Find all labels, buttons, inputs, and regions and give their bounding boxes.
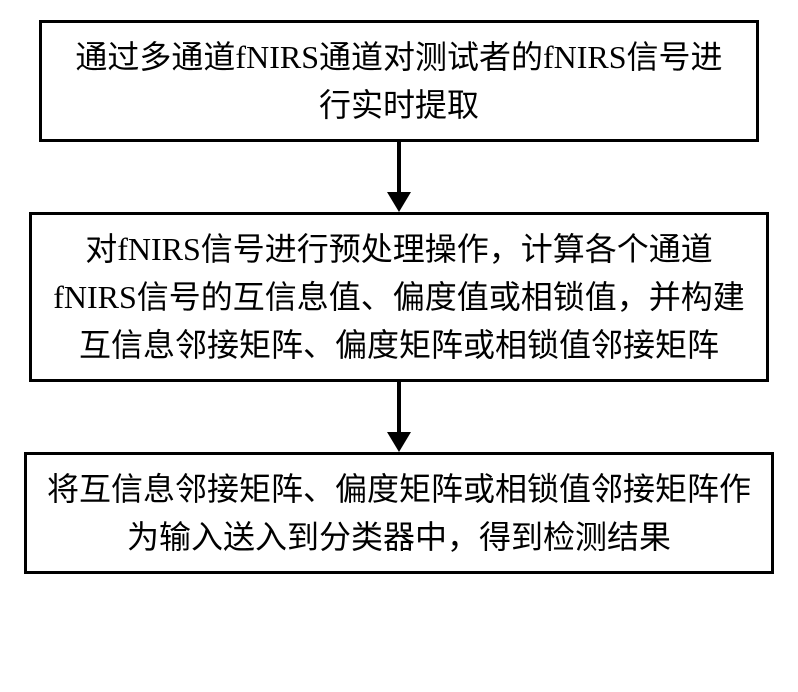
flow-arrow-1 [387,142,411,212]
flow-node-step2: 对fNIRS信号进行预处理操作，计算各个通道fNIRS信号的互信息值、偏度值或相… [29,212,769,382]
node-text: 对fNIRS信号进行预处理操作，计算各个通道fNIRS信号的互信息值、偏度值或相… [53,231,745,363]
node-text: 通过多通道fNIRS通道对测试者的fNIRS信号进行实时提取 [75,39,722,123]
flow-arrow-2 [387,382,411,452]
arrow-line [397,142,401,192]
arrow-line [397,382,401,432]
arrow-head-icon [387,432,411,452]
flow-node-step3: 将互信息邻接矩阵、偏度矩阵或相锁值邻接矩阵作为输入送入到分类器中，得到检测结果 [24,452,774,574]
arrow-head-icon [387,192,411,212]
flowchart-container: 通过多通道fNIRS通道对测试者的fNIRS信号进行实时提取 对fNIRS信号进… [20,20,778,574]
flow-node-step1: 通过多通道fNIRS通道对测试者的fNIRS信号进行实时提取 [39,20,759,142]
node-text: 将互信息邻接矩阵、偏度矩阵或相锁值邻接矩阵作为输入送入到分类器中，得到检测结果 [47,471,751,555]
